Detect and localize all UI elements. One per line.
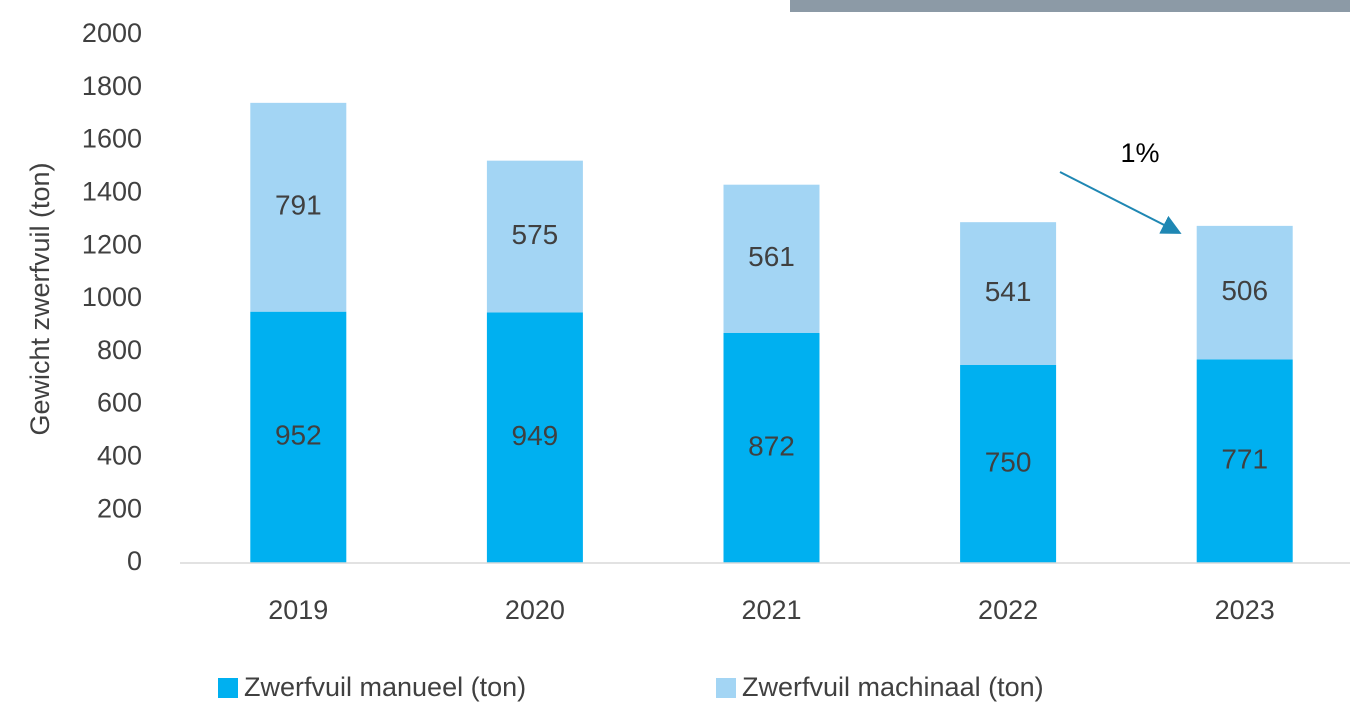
legend-label: Zwerfvuil machinaal (ton) (742, 672, 1044, 702)
data-label: 561 (748, 241, 795, 272)
y-tick-label: 2000 (82, 18, 142, 48)
x-tick-label: 2023 (1215, 595, 1275, 625)
y-tick-label: 1600 (82, 124, 142, 154)
data-label: 541 (985, 276, 1032, 307)
data-label: 771 (1221, 444, 1268, 475)
bar-segment (486, 160, 583, 313)
bar-segment (960, 222, 1057, 365)
data-label: 949 (512, 420, 559, 451)
data-label: 791 (275, 190, 322, 221)
bar-segment (1196, 359, 1293, 563)
y-tick-label: 400 (97, 441, 142, 471)
x-tick-label: 2022 (978, 595, 1038, 625)
y-tick-label: 1800 (82, 71, 142, 101)
data-label: 872 (748, 430, 795, 461)
bar-segment (250, 102, 347, 312)
legend-swatch (218, 678, 238, 698)
y-tick-label: 600 (97, 388, 142, 418)
y-tick-label: 800 (97, 335, 142, 365)
x-tick-label: 2020 (505, 595, 565, 625)
data-label: 506 (1221, 275, 1268, 306)
bar-segment (960, 365, 1057, 563)
data-label: 952 (275, 420, 322, 451)
bar-segment (250, 311, 347, 563)
bar-segment (486, 312, 583, 563)
y-tick-label: 1000 (82, 282, 142, 312)
legend-label: Zwerfvuil manueel (ton) (244, 672, 526, 702)
legend-swatch (716, 678, 736, 698)
x-tick-label: 2019 (268, 595, 328, 625)
bar-segment (1196, 225, 1293, 360)
annotation: 1% (1120, 138, 1159, 168)
bar-segment (723, 332, 820, 563)
y-tick-label: 1400 (82, 177, 142, 207)
bar-segment (723, 184, 820, 333)
data-label: 575 (512, 219, 559, 250)
annotation-arrow (1059, 171, 1182, 234)
x-tick-label: 2021 (741, 595, 801, 625)
data-label: 750 (985, 446, 1032, 477)
photo-fragment (790, 0, 1350, 12)
y-axis-label: Gewicht zwerfvuil (ton) (25, 162, 55, 435)
y-tick-label: 0 (127, 546, 142, 576)
y-tick-label: 200 (97, 493, 142, 523)
y-tick-label: 1200 (82, 229, 142, 259)
